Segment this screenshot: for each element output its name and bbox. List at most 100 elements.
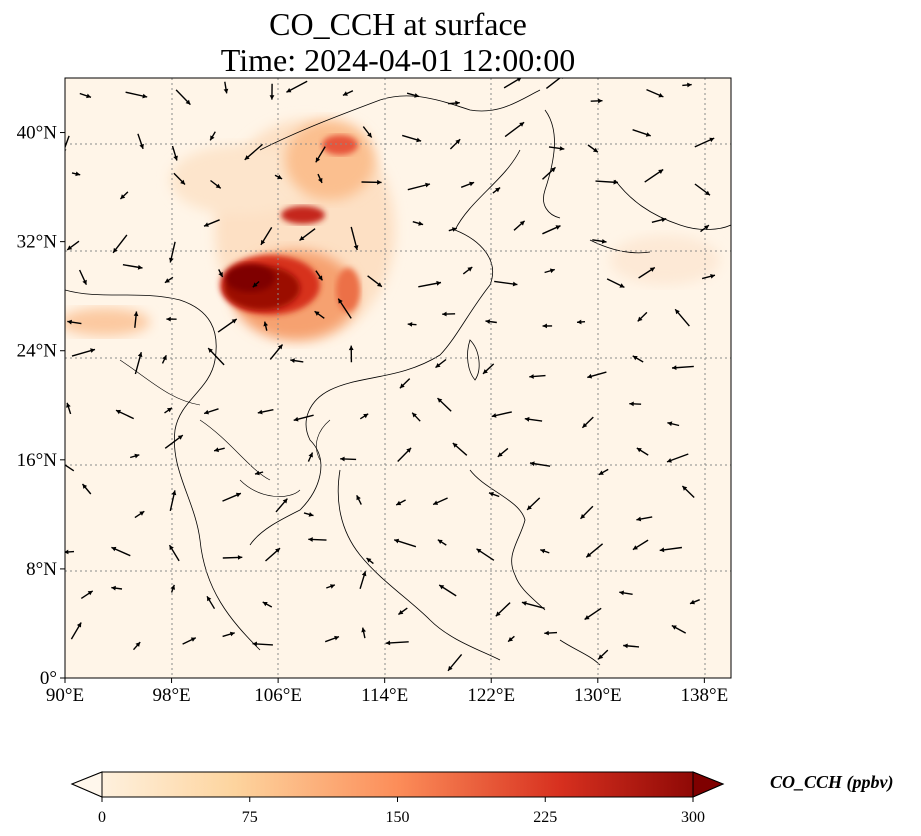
wind-arrow-head xyxy=(516,78,522,82)
wind-arrow-head xyxy=(619,590,624,596)
wind-arrow-head xyxy=(65,549,69,555)
wind-arrow-head xyxy=(598,98,603,104)
wind-arrow-head xyxy=(452,443,458,448)
wind-arrow-head xyxy=(366,558,372,563)
wind-arrow-head xyxy=(315,157,321,163)
wind-arrow-head xyxy=(210,135,215,141)
wind-arrow-head xyxy=(87,590,93,596)
wind-arrow-head xyxy=(244,155,250,160)
wind-arrow-head xyxy=(530,461,535,467)
wind-arrow-head xyxy=(483,369,488,374)
wind-arrow-head xyxy=(318,177,323,183)
lat-tick-label: 8°N xyxy=(26,559,57,580)
wind-arrow-head xyxy=(619,283,625,288)
wind-arrow-head xyxy=(406,447,412,453)
wind-arrow-head xyxy=(448,665,453,671)
wind-arrow-head xyxy=(580,514,586,519)
wind-arrow-head xyxy=(394,538,400,544)
wind-arrow-head xyxy=(180,179,185,185)
lat-tick-label: 16°N xyxy=(17,450,58,471)
wind-arrow-head xyxy=(439,585,445,590)
wind-arrow-head xyxy=(164,278,170,283)
wind-arrow-head xyxy=(555,225,561,230)
wind-arrow-head xyxy=(407,322,413,327)
wind-arrow-head xyxy=(257,409,263,415)
lat-tick-label: 0° xyxy=(40,668,57,689)
wind-arrow-head xyxy=(170,584,175,590)
wind-arrow-head xyxy=(169,257,174,263)
wind-arrow-head xyxy=(308,512,314,517)
wind-arrow-head xyxy=(710,274,715,279)
wind-arrow-head xyxy=(601,239,607,244)
colorbar-tick-label: 75 xyxy=(242,809,258,826)
wind-arrow-head xyxy=(649,267,655,272)
wind-arrow-head xyxy=(269,95,275,100)
wind-arrow-head xyxy=(229,631,235,637)
colorbar-title: CO_CCH (ppbv) xyxy=(770,772,894,793)
wind-arrow-head xyxy=(598,470,604,475)
wind-arrow-head xyxy=(185,99,191,105)
wind-arrow-head xyxy=(491,413,497,418)
wind-arrow-head xyxy=(495,187,501,193)
wind-arrow-head xyxy=(629,401,634,407)
wind-arrow-head xyxy=(353,245,359,250)
lat-tick-label: 24°N xyxy=(17,341,58,362)
wind-arrow-head xyxy=(377,282,382,287)
wind-arrow-head xyxy=(497,452,503,457)
wind-arrow-head xyxy=(540,548,546,554)
wind-arrow-head xyxy=(598,654,604,660)
wind-arrow-head xyxy=(658,93,664,98)
map-title: CO_CCH at surface xyxy=(269,6,527,42)
wind-arrow-head xyxy=(208,348,213,353)
wind-arrow-head xyxy=(416,137,422,143)
wind-arrow-head xyxy=(586,552,592,558)
wind-arrow-head xyxy=(367,132,372,138)
wind-arrow-head xyxy=(330,584,335,589)
wind-arrow-head xyxy=(167,407,172,413)
wind-arrow-shaft xyxy=(65,464,75,472)
wind-arrow-head xyxy=(116,409,121,415)
wind-arrow-head xyxy=(133,311,139,317)
wind-arrow-head xyxy=(204,222,209,227)
lon-tick-label: 114°E xyxy=(361,685,408,706)
wind-arrow-head xyxy=(177,435,183,440)
wind-arrow-head xyxy=(469,181,475,187)
wind-arrow-head xyxy=(385,640,391,646)
wind-arrow-head xyxy=(356,495,361,501)
wind-arrow-head xyxy=(636,516,642,522)
colorbar-extend-min xyxy=(70,771,103,798)
wind-arrow-head xyxy=(398,610,404,615)
wind-arrow-head xyxy=(485,319,491,324)
wind-arrow-head xyxy=(672,365,677,370)
wind-arrow-head xyxy=(342,91,348,96)
wind-arrow-head xyxy=(204,409,209,415)
wind-arrow-head xyxy=(263,321,268,327)
wind-arrow-head xyxy=(314,311,320,316)
wind-arrow-head xyxy=(86,93,91,99)
wind-arrow-head xyxy=(277,174,283,179)
wind-arrow-head xyxy=(623,643,628,649)
wind-arrow-head xyxy=(451,227,457,232)
wind-arrow-head xyxy=(705,190,710,196)
wind-arrow-head xyxy=(252,641,257,647)
wind-arrow-head xyxy=(519,122,525,127)
wind-arrow-head xyxy=(262,602,268,607)
wind-arrow-head xyxy=(645,132,651,137)
latitude-tick-labels: 0° 8°N 16°N 24°N 32°N 40°N xyxy=(17,123,65,689)
wind-arrow-head xyxy=(111,585,116,591)
wind-arrow-head xyxy=(489,492,494,497)
wind-arrow-head xyxy=(169,545,174,551)
wind-arrow-head xyxy=(593,147,598,153)
wind-arrow-head xyxy=(137,264,143,270)
wind-arrow-head xyxy=(709,137,715,143)
wind-arrow-head xyxy=(667,458,672,463)
wind-arrow-head xyxy=(214,447,219,453)
wind-arrow-head xyxy=(173,155,178,161)
colorbar: 0 75 150 225 300 CO_CCH (ppbv) xyxy=(70,771,894,826)
wind-arrow-head xyxy=(661,217,667,223)
wind-arrow-shaft xyxy=(65,135,70,150)
wind-arrow-head xyxy=(318,275,323,281)
wind-arrow-head xyxy=(467,267,473,272)
colorbar-tick-label: 0 xyxy=(98,809,106,826)
wind-arrow-head xyxy=(529,374,534,379)
